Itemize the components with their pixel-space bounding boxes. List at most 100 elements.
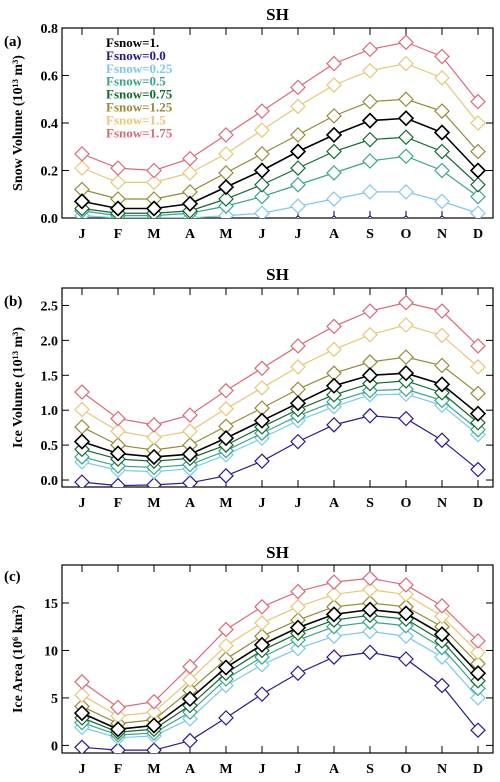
x-tick-label: F xyxy=(114,227,123,242)
data-point xyxy=(362,581,378,598)
x-tick-label: J xyxy=(79,227,86,242)
data-point xyxy=(217,429,235,447)
y-axis-label: Snow Volume (10¹³ m³) xyxy=(11,55,26,191)
data-point xyxy=(361,367,379,384)
y-tick-label: 0.6 xyxy=(41,70,59,85)
data-point xyxy=(434,357,450,374)
data-point xyxy=(362,93,378,110)
data-point xyxy=(145,717,163,734)
data-point xyxy=(146,429,162,446)
data-point xyxy=(290,598,306,615)
data-point xyxy=(470,385,486,402)
data-point xyxy=(290,583,306,600)
panel-snow-volume: (a) SH 0.0 0.2 0.4 0.6 0.8 J F M A M J J A S O N D Snow Vol… xyxy=(4,5,494,242)
data-point xyxy=(254,686,270,702)
data-point xyxy=(397,365,415,382)
data-point xyxy=(290,176,306,193)
data-point xyxy=(469,162,487,179)
data-point xyxy=(74,384,90,400)
x-tick-label: D xyxy=(473,762,483,777)
data-point xyxy=(362,644,378,661)
data-point xyxy=(289,143,307,160)
panel-tag: (b) xyxy=(4,294,22,310)
data-point xyxy=(254,360,270,377)
data-point xyxy=(290,665,306,682)
data-point xyxy=(253,412,271,429)
series-line xyxy=(81,356,479,451)
data-point xyxy=(326,55,342,72)
data-point xyxy=(218,710,234,726)
data-point xyxy=(110,160,126,176)
data-point xyxy=(434,649,450,665)
data-point xyxy=(146,417,162,433)
x-tick-label: N xyxy=(437,227,447,242)
data-point xyxy=(470,359,486,375)
data-point xyxy=(110,174,126,191)
data-point xyxy=(361,112,379,129)
y-tick-label: 0.8 xyxy=(41,22,59,37)
data-point xyxy=(398,55,414,72)
y-tick-label: 2.0 xyxy=(41,334,59,349)
legend-entry: Fsnow=0.25 xyxy=(106,61,173,76)
data-point xyxy=(469,405,487,422)
series-line xyxy=(81,302,479,426)
data-point xyxy=(109,721,127,738)
data-point xyxy=(290,381,306,398)
data-point xyxy=(469,665,487,682)
x-tick-label: S xyxy=(366,496,374,511)
data-point xyxy=(398,349,414,365)
data-point xyxy=(294,214,302,218)
data-point xyxy=(433,376,451,393)
y-tick-label: 0 xyxy=(51,739,58,754)
x-tick-label: O xyxy=(401,227,412,242)
data-point xyxy=(73,704,91,722)
data-point xyxy=(470,143,486,160)
data-point xyxy=(218,400,234,417)
data-point xyxy=(74,687,90,703)
data-point xyxy=(362,131,378,148)
data-point xyxy=(362,623,378,640)
data-point xyxy=(181,446,199,463)
data-point xyxy=(182,150,198,167)
data-point xyxy=(74,160,90,176)
data-point xyxy=(182,165,198,181)
data-point xyxy=(146,742,162,753)
data-point xyxy=(398,34,414,51)
data-point xyxy=(470,205,486,218)
data-point xyxy=(398,129,414,146)
x-tick-label: N xyxy=(437,496,447,511)
y-axis-label: Ice Volume (10¹³ m³) xyxy=(11,327,26,448)
data-point xyxy=(74,401,90,418)
data-point xyxy=(109,200,127,217)
data-point xyxy=(398,410,414,427)
chart-title: SH xyxy=(266,543,289,562)
data-point xyxy=(362,407,378,424)
data-point xyxy=(254,146,270,162)
data-point xyxy=(290,359,306,375)
series-line xyxy=(81,191,479,218)
data-point xyxy=(73,433,91,450)
data-point xyxy=(470,93,486,110)
data-point xyxy=(470,176,486,193)
data-point xyxy=(434,384,450,401)
data-point xyxy=(325,606,343,623)
data-point xyxy=(290,98,306,115)
data-point xyxy=(218,127,234,143)
data-point xyxy=(326,318,342,335)
series-line xyxy=(81,324,479,439)
data-point xyxy=(110,477,126,487)
y-tick-label: 2.5 xyxy=(41,299,59,314)
x-tick-label: F xyxy=(114,496,123,511)
series-line xyxy=(81,630,479,739)
data-point xyxy=(254,380,270,396)
x-tick-label: D xyxy=(473,227,483,242)
x-tick-label: M xyxy=(219,762,232,777)
panel-tag: (c) xyxy=(4,569,21,585)
x-tick-label: M xyxy=(219,496,232,511)
data-point xyxy=(326,108,342,124)
x-tick-label: O xyxy=(401,762,412,777)
x-tick-label: S xyxy=(366,762,374,777)
data-point xyxy=(146,477,162,487)
data-point xyxy=(73,193,91,210)
